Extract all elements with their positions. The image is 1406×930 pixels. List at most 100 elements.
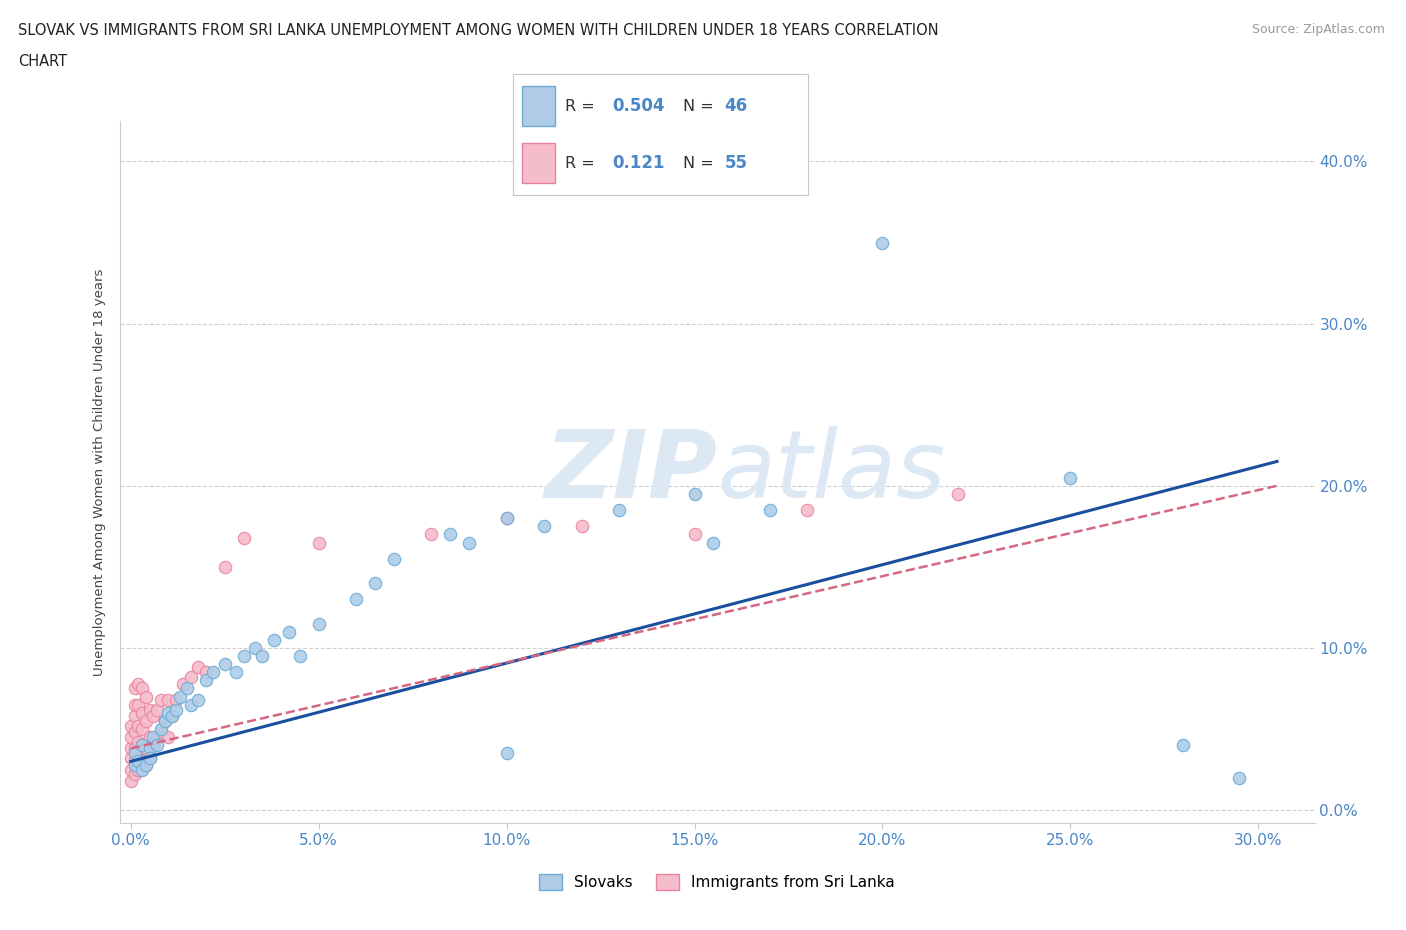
Point — [165, 692, 187, 707]
Point — [124, 767, 146, 782]
Point — [180, 698, 202, 712]
Point — [120, 741, 142, 756]
Point — [146, 702, 169, 717]
Point — [202, 665, 225, 680]
Point — [142, 737, 165, 752]
Point — [176, 681, 198, 696]
Text: R =: R = — [565, 99, 600, 114]
Point — [138, 730, 160, 745]
Point — [149, 692, 172, 707]
Point — [609, 502, 631, 517]
Point — [120, 774, 142, 789]
Point — [146, 730, 169, 745]
Point — [131, 737, 153, 752]
Point — [127, 762, 149, 777]
Point — [127, 718, 149, 733]
Point — [194, 665, 217, 680]
Point — [124, 681, 146, 696]
Point — [142, 730, 165, 745]
FancyBboxPatch shape — [522, 86, 554, 126]
Point — [124, 698, 146, 712]
Point — [135, 713, 157, 728]
Point — [1229, 770, 1251, 785]
Point — [702, 535, 724, 550]
Point — [124, 741, 146, 756]
Point — [495, 511, 517, 525]
Point — [683, 527, 706, 542]
Text: ZIP: ZIP — [544, 426, 717, 518]
Point — [683, 486, 706, 501]
Point — [138, 741, 160, 756]
Point — [288, 648, 311, 663]
Text: R =: R = — [565, 155, 605, 171]
Point — [165, 702, 187, 717]
Point — [120, 751, 142, 765]
FancyBboxPatch shape — [522, 143, 554, 183]
Point — [364, 576, 387, 591]
Point — [232, 648, 254, 663]
Point — [214, 560, 236, 575]
Point — [124, 724, 146, 739]
Point — [127, 698, 149, 712]
Point — [131, 754, 153, 769]
Text: 0.504: 0.504 — [612, 98, 665, 115]
Point — [187, 660, 209, 675]
Point — [124, 709, 146, 724]
Y-axis label: Unemployment Among Women with Children Under 18 years: Unemployment Among Women with Children U… — [93, 268, 107, 676]
Point — [308, 617, 330, 631]
Point — [124, 757, 146, 772]
Point — [946, 486, 969, 501]
Point — [1171, 737, 1194, 752]
Point — [127, 676, 149, 691]
Point — [138, 751, 160, 765]
Point — [495, 511, 517, 525]
Point — [458, 535, 481, 550]
Point — [135, 757, 157, 772]
Point — [160, 709, 183, 724]
Point — [194, 673, 217, 688]
Point — [153, 713, 176, 728]
Point — [131, 762, 153, 777]
Point — [127, 751, 149, 765]
Point — [308, 535, 330, 550]
Point — [131, 681, 153, 696]
Point — [131, 722, 153, 737]
Point — [153, 713, 176, 728]
Point — [277, 624, 299, 639]
Point — [225, 665, 247, 680]
Point — [127, 754, 149, 769]
Point — [169, 689, 191, 704]
Point — [252, 648, 274, 663]
Text: N =: N = — [683, 155, 718, 171]
Text: Source: ZipAtlas.com: Source: ZipAtlas.com — [1251, 23, 1385, 36]
Text: 46: 46 — [724, 98, 748, 115]
Point — [131, 737, 153, 752]
Point — [149, 722, 172, 737]
Point — [420, 527, 443, 542]
Point — [146, 737, 169, 752]
Point — [758, 502, 780, 517]
Point — [439, 527, 461, 542]
Point — [120, 762, 142, 777]
Point — [243, 641, 266, 656]
Point — [1059, 471, 1081, 485]
Point — [127, 735, 149, 750]
Point — [187, 692, 209, 707]
Point — [157, 730, 180, 745]
Point — [263, 632, 285, 647]
Point — [120, 730, 142, 745]
Point — [872, 235, 894, 250]
Point — [142, 709, 165, 724]
Text: CHART: CHART — [18, 54, 67, 69]
Point — [149, 724, 172, 739]
Point — [135, 689, 157, 704]
Point — [533, 519, 555, 534]
Point — [160, 709, 183, 724]
Point — [124, 754, 146, 769]
Point — [124, 746, 146, 761]
Legend: Slovaks, Immigrants from Sri Lanka: Slovaks, Immigrants from Sri Lanka — [533, 868, 901, 897]
Text: 0.121: 0.121 — [612, 154, 665, 172]
Point — [138, 751, 160, 765]
Text: SLOVAK VS IMMIGRANTS FROM SRI LANKA UNEMPLOYMENT AMONG WOMEN WITH CHILDREN UNDER: SLOVAK VS IMMIGRANTS FROM SRI LANKA UNEM… — [18, 23, 939, 38]
Point — [796, 502, 818, 517]
